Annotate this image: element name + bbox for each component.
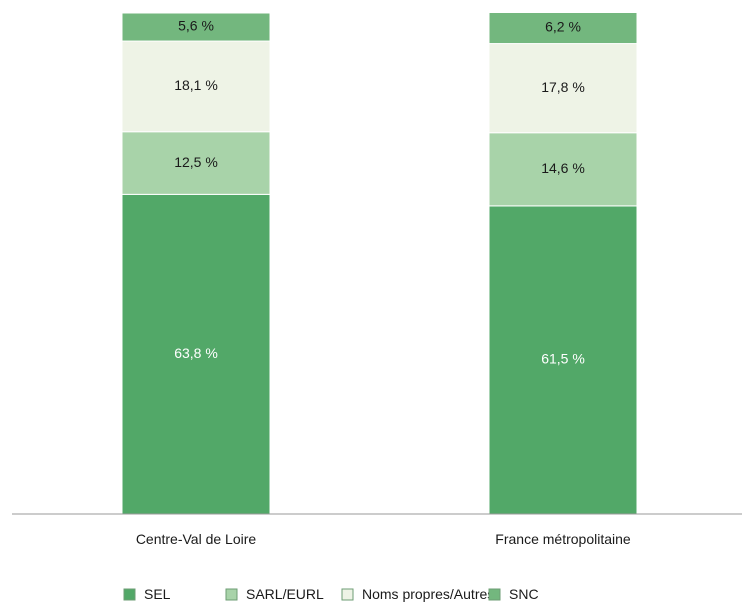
legend-label-sarl-eurl: SARL/EURL xyxy=(246,586,324,602)
bar-segment-snc-0 xyxy=(121,12,271,42)
data-label-snc-0: 5,6 % xyxy=(178,18,214,34)
bar-segment-sarl-eurl-1 xyxy=(488,132,638,207)
bar-segment-noms-propres-autres-1 xyxy=(488,43,638,134)
legend-label-sel: SEL xyxy=(144,586,171,602)
category-labels: Centre-Val de Loire France métropolitaine xyxy=(136,531,631,547)
data-label-sel-1: 61,5 % xyxy=(541,351,585,367)
bars-layer: 63,8 % 12,5 % 18,1 % 5,6 % 61,5 % 14,6 % 17,8 … xyxy=(121,11,638,515)
category-label-0: Centre-Val de Loire xyxy=(136,531,257,547)
legend-label-snc: SNC xyxy=(509,586,539,602)
legend-swatch-snc xyxy=(488,588,501,601)
bar-segment-sel-1 xyxy=(488,205,638,515)
bar-segment-sel-0 xyxy=(121,193,271,515)
legend-swatch-sarl-eurl xyxy=(225,588,238,601)
bar-segment-snc-1 xyxy=(488,11,638,45)
legend-label-noms-propres-autres: Noms propres/Autres xyxy=(362,586,494,602)
data-label-snc-1: 6,2 % xyxy=(545,19,581,35)
legend-swatch-sel xyxy=(123,588,136,601)
legend-swatch-noms-propres-autres xyxy=(341,588,354,601)
data-label-sarl-eurl-0: 12,5 % xyxy=(174,154,218,170)
data-label-noms-propres-autres-0: 18,1 % xyxy=(174,77,218,93)
data-label-sarl-eurl-1: 14,6 % xyxy=(541,160,585,176)
legend: SEL SARL/EURL Noms propres/Autres SNC xyxy=(123,586,539,602)
data-label-sel-0: 63,8 % xyxy=(174,345,218,361)
category-label-1: France métropolitaine xyxy=(495,531,631,547)
bar-segment-sarl-eurl-0 xyxy=(121,131,271,195)
data-label-noms-propres-autres-1: 17,8 % xyxy=(541,79,585,95)
